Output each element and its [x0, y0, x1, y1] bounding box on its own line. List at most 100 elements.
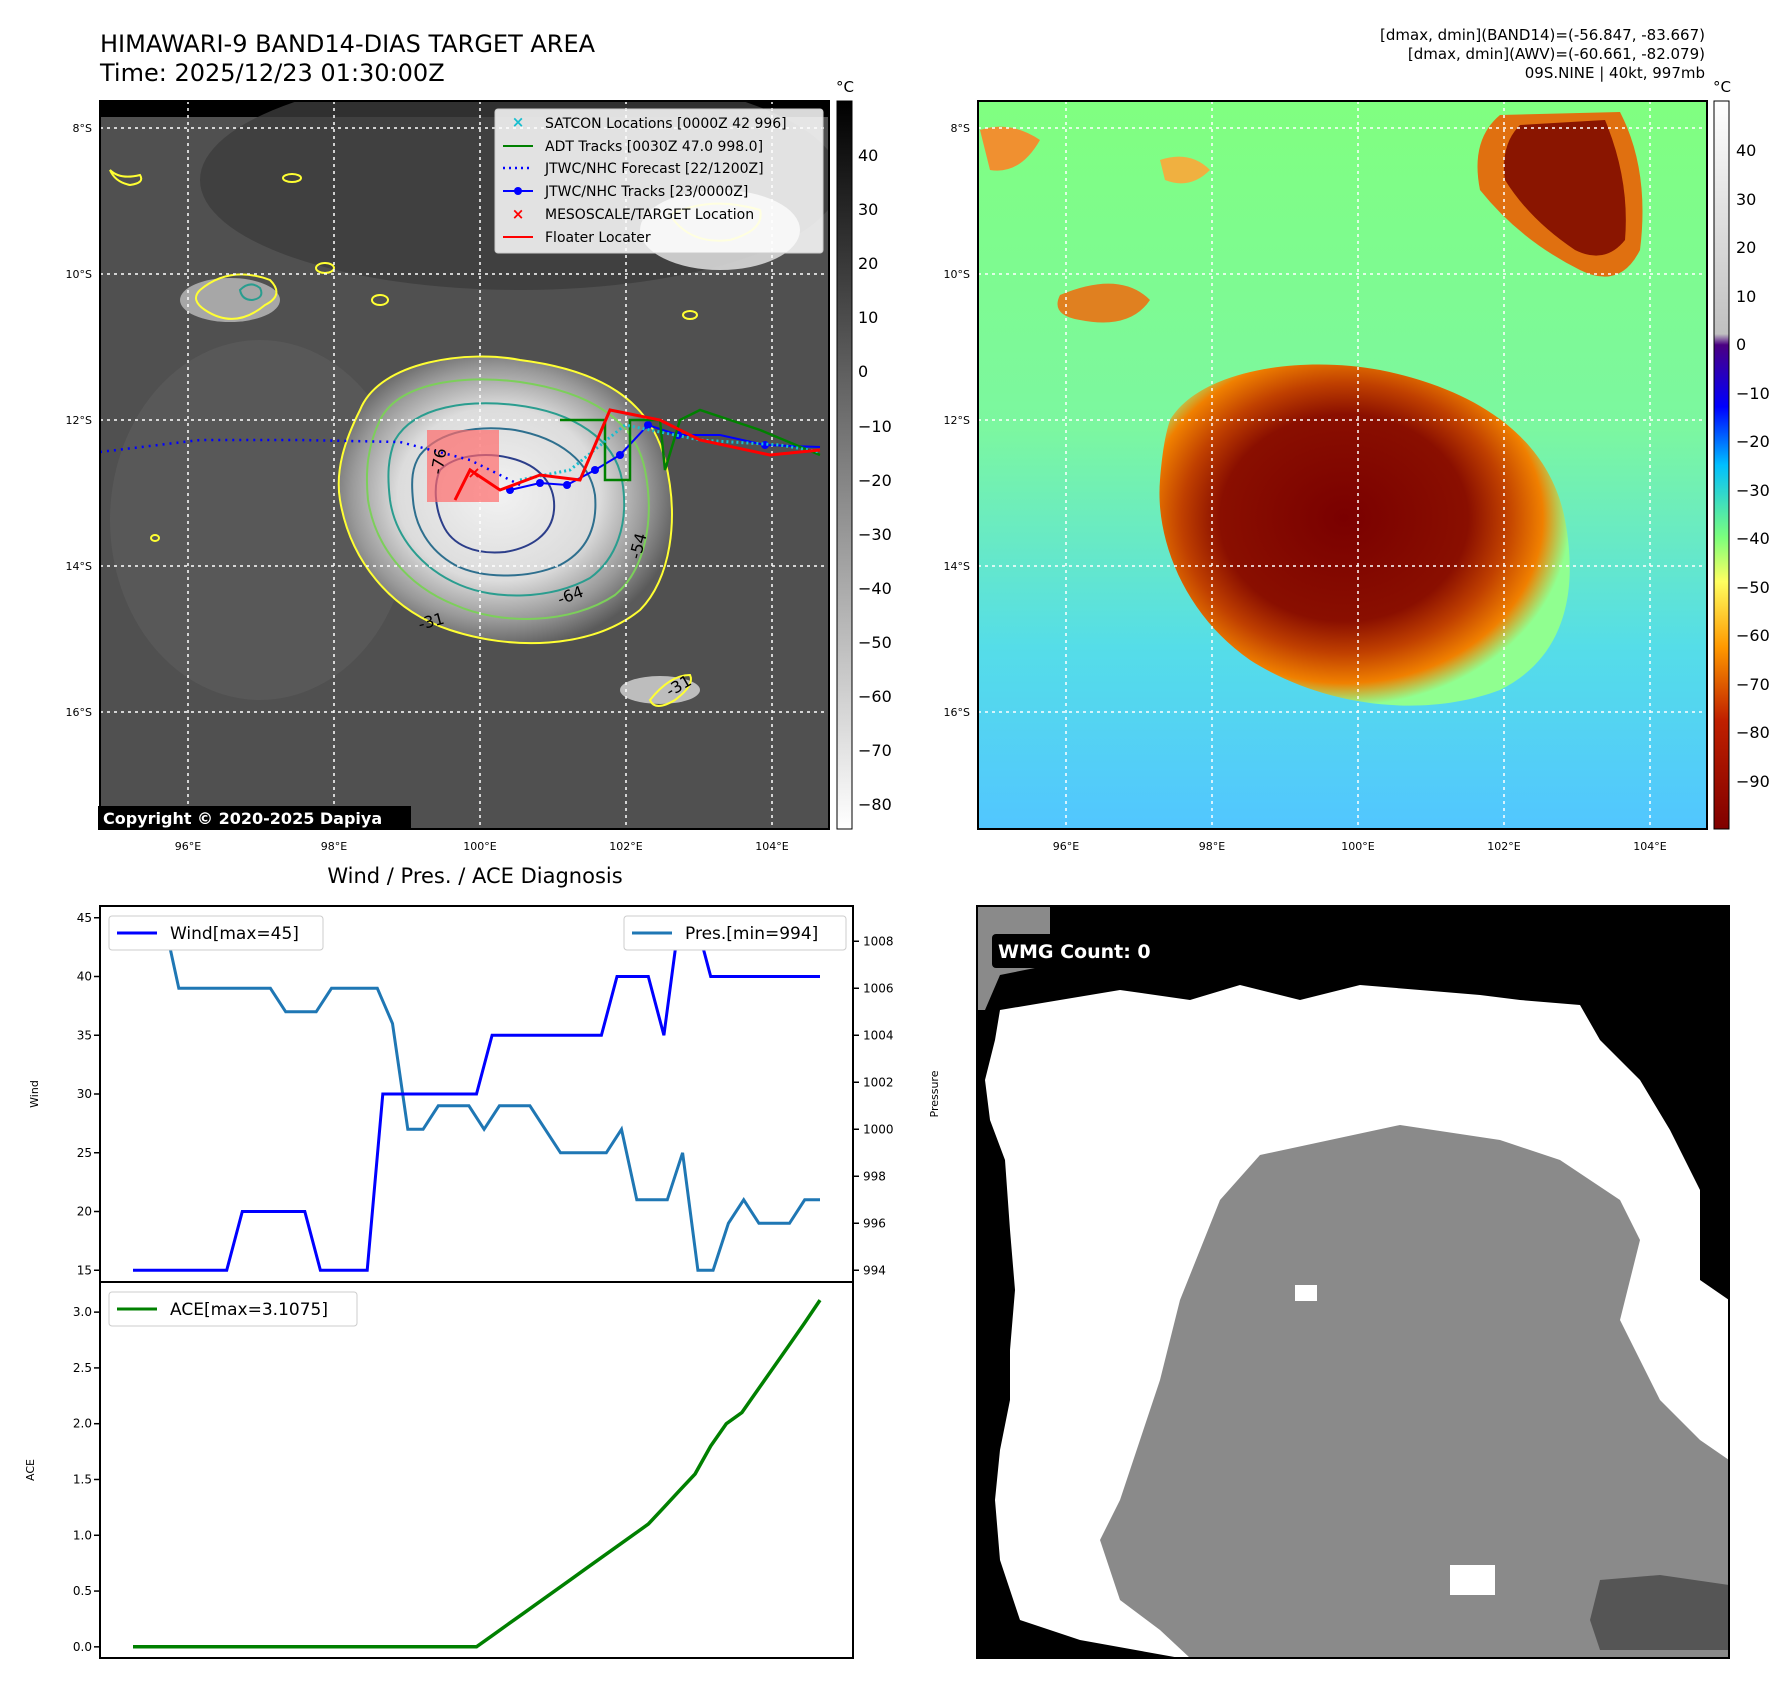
- ace-axis-label: ACE: [24, 1459, 37, 1481]
- axis-tick-label: 996: [863, 1216, 886, 1230]
- figure-time: Time: 2025/12/23 01:30:00Z: [99, 59, 445, 87]
- contour-minus54: [387, 402, 626, 597]
- svg-text:0: 0: [1736, 335, 1746, 354]
- svg-text:96°E: 96°E: [175, 840, 201, 853]
- ir-lon-labels: 96°E 98°E 100°E 102°E 104°E: [175, 840, 789, 853]
- svg-text:−70: −70: [858, 741, 892, 760]
- axis-tick-label: 1006: [863, 981, 894, 995]
- axis-tick-label: 45: [77, 911, 92, 925]
- axis-tick-label: 1.0: [73, 1528, 92, 1542]
- pressure-series-line: [133, 916, 820, 1272]
- pressure-axis-label: Pressure: [928, 1070, 941, 1117]
- contour-minus64: [411, 427, 597, 577]
- svg-text:−80: −80: [858, 795, 892, 814]
- svg-text:10°S: 10°S: [944, 268, 970, 281]
- awv-nw-cloud: [1057, 283, 1150, 323]
- svg-text:8°S: 8°S: [951, 122, 970, 135]
- svg-text:10: 10: [1736, 287, 1756, 306]
- floater-locater: [453, 408, 821, 501]
- svg-text:−80: −80: [1736, 723, 1770, 742]
- svg-text:40: 40: [1736, 141, 1756, 160]
- wmg-panel: WMG Count: 0: [976, 905, 1730, 1659]
- legend-satcon: SATCON Locations [0000Z 42 996]: [545, 116, 787, 132]
- svg-text:30: 30: [858, 200, 878, 219]
- storm-cloud-shield: [338, 356, 672, 644]
- axis-tick-label: 1004: [863, 1028, 894, 1042]
- svg-text:40: 40: [858, 146, 878, 165]
- ir-lat-labels: 8°S 10°S 12°S 14°S 16°S: [66, 122, 92, 719]
- figure-title: HIMAWARI-9 BAND14-DIAS TARGET AREA: [100, 30, 596, 58]
- svg-text:−50: −50: [858, 633, 892, 652]
- contour-minus45: [365, 378, 650, 620]
- contour-minus31: [337, 355, 673, 645]
- info-awv: [dmax, dmin](AWV)=(-60.661, -82.079): [1408, 45, 1705, 63]
- svg-text:−10: −10: [858, 417, 892, 436]
- awv-map-frame: [977, 100, 1708, 830]
- svg-text:10: 10: [858, 308, 878, 327]
- info-storm: 09S.NINE | 40kt, 997mb: [1525, 64, 1705, 82]
- ir-map-frame: [99, 100, 830, 830]
- svg-text:0: 0: [858, 362, 868, 381]
- ace-legend-label: ACE[max=3.1075]: [170, 1300, 328, 1320]
- ace-series-line: [133, 1299, 822, 1649]
- axis-tick-label: 994: [863, 1263, 886, 1277]
- copyright-badge: [98, 806, 411, 830]
- axis-tick-label: 998: [863, 1169, 886, 1183]
- svg-text:−40: −40: [858, 579, 892, 598]
- awv-ne-cloud-core: [1504, 120, 1626, 256]
- svg-text:98°E: 98°E: [1199, 840, 1225, 853]
- svg-text:98°E: 98°E: [321, 840, 347, 853]
- svg-text:−90: −90: [1736, 772, 1770, 791]
- svg-text:102°E: 102°E: [609, 840, 642, 853]
- ace-legend: ACE[max=3.1075]: [108, 1291, 358, 1327]
- legend-mesoscale: MESOSCALE/TARGET Location: [545, 207, 754, 223]
- ace-chart: ACE 0.0 0.5 1.0 1.5 2.0 2.5 3.0 ACE[max=3.1075…: [24, 1281, 854, 1659]
- wmg-count-badge: [992, 934, 1174, 968]
- awv-colorbar: [1713, 100, 1730, 830]
- axis-tick-label: 1002: [863, 1075, 894, 1089]
- svg-text:10°S: 10°S: [66, 268, 92, 281]
- axis-tick-label: 15: [77, 1263, 92, 1277]
- wmg-frame: [976, 905, 1730, 1659]
- ir-colorbar: [836, 100, 853, 830]
- axis-tick-label: 1008: [863, 934, 894, 948]
- wind-series-line: [133, 916, 820, 1272]
- svg-text:−20: −20: [858, 471, 892, 490]
- wind-axis-label: Wind: [28, 1080, 41, 1108]
- awv-map-gridlines: [978, 101, 1707, 829]
- copyright-text: Copyright © 2020-2025 Dapiya: [103, 809, 382, 828]
- svg-text:×: ×: [512, 205, 525, 223]
- svg-text:100°E: 100°E: [463, 840, 496, 853]
- svg-text:−20: −20: [1736, 432, 1770, 451]
- info-band14: [dmax, dmin](BAND14)=(-56.847, -83.667): [1380, 26, 1705, 44]
- axis-tick-label: 30: [77, 1087, 92, 1101]
- diagnosis-title: Wind / Pres. / ACE Diagnosis: [327, 864, 622, 888]
- svg-text:−10: −10: [1736, 384, 1770, 403]
- svg-text:−40: −40: [1736, 529, 1770, 548]
- axis-tick-label: 2.0: [73, 1417, 92, 1431]
- jtwc-track-line: [509, 423, 821, 491]
- svg-text:16°S: 16°S: [66, 706, 92, 719]
- svg-text:12°S: 12°S: [944, 414, 970, 427]
- legend-floater: Floater Locater: [545, 230, 651, 246]
- svg-text:×: ×: [512, 113, 525, 131]
- pressure-legend-label: Pres.[min=994]: [685, 924, 818, 944]
- svg-text:102°E: 102°E: [1487, 840, 1520, 853]
- legend-jtwc-forecast: JTWC/NHC Forecast [22/1200Z]: [544, 161, 764, 177]
- axis-tick-label: 3.0: [73, 1305, 92, 1319]
- awv-map-panel: [978, 101, 1707, 829]
- svg-text:14°S: 14°S: [944, 560, 970, 573]
- axis-tick-label: 40: [77, 970, 92, 984]
- satcon-locations: [519, 423, 821, 482]
- pressure-legend: Pres.[min=994]: [623, 915, 847, 951]
- svg-text:12°S: 12°S: [66, 414, 92, 427]
- svg-text:100°E: 100°E: [1341, 840, 1374, 853]
- svg-text:96°E: 96°E: [1053, 840, 1079, 853]
- axis-tick-label: 0.0: [73, 1640, 92, 1654]
- axis-tick-label: 1000: [863, 1122, 894, 1136]
- wind-pressure-chart: Wind Pressure 15 20 25 30 35 40 45 994 996 998 10…: [28, 905, 941, 1283]
- ir-colorbar-ticks: 40 30 20 10 0 −10 −20 −30 −40 −50 −60 −7…: [858, 146, 892, 814]
- svg-text:8°S: 8°S: [73, 122, 92, 135]
- wind-axis-ticks: 15 20 25 30 35 40 45: [77, 911, 100, 1277]
